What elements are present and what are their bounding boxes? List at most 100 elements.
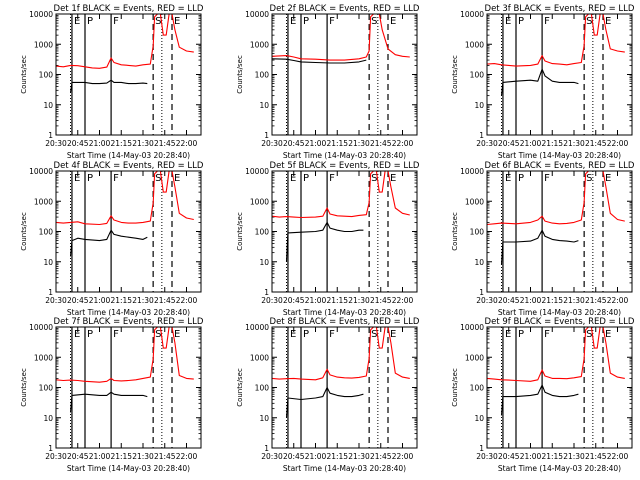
marker-label: S xyxy=(155,173,161,184)
chart-title: Det 5f BLACK = Events, RED = LLD xyxy=(270,161,420,171)
y-tick-label: 100 xyxy=(470,71,485,80)
x-tick-label: 22:00 xyxy=(607,139,629,148)
y-tick-label: 100 xyxy=(255,384,270,393)
y-tick-label: 100 xyxy=(255,228,270,237)
y-tick-label: 100 xyxy=(39,228,54,237)
x-tick-label: 21:30 xyxy=(132,452,154,461)
x-tick-label: 21:45 xyxy=(370,296,392,305)
x-tick-label: 21:00 xyxy=(89,452,111,461)
x-tick-label: 21:30 xyxy=(348,296,370,305)
x-tick-label: 21:15 xyxy=(541,296,563,305)
marker-label: E xyxy=(174,173,180,184)
x-tick-label: 20:30 xyxy=(476,296,498,305)
y-tick-label: 10000 xyxy=(460,167,484,176)
chart-panel-8: Det 8f BLACK = Events, RED = LLD Counts/s… xyxy=(236,317,420,473)
x-axis-label: Start Time (14-May-03 20:28:40) xyxy=(67,464,190,473)
y-tick-label: 10 xyxy=(474,258,484,267)
y-axis-label: Counts/sec xyxy=(451,55,459,94)
x-tick-label: 20:45 xyxy=(498,139,520,148)
x-tick-label: 21:15 xyxy=(110,139,132,148)
marker-label: F xyxy=(113,16,119,27)
x-tick-label: 22:00 xyxy=(176,296,198,305)
plot-frame xyxy=(271,170,418,293)
x-tick-label: 21:00 xyxy=(89,139,111,148)
marker-label: P xyxy=(518,16,524,27)
events-series-line xyxy=(271,58,367,64)
marker-label: P xyxy=(87,329,93,340)
x-tick-label: 21:45 xyxy=(370,452,392,461)
x-tick-label: 20:45 xyxy=(283,452,305,461)
events-series-line xyxy=(500,229,579,265)
x-tick-label: 21:45 xyxy=(154,139,176,148)
x-tick-label: 21:00 xyxy=(520,296,542,305)
chart-title: Det 4f BLACK = Events, RED = LLD xyxy=(54,161,204,171)
x-tick-label: 20:30 xyxy=(476,452,498,461)
x-tick-label: 21:15 xyxy=(110,296,132,305)
marker-label: S xyxy=(155,329,161,340)
x-tick-label: 21:45 xyxy=(585,296,607,305)
y-tick-label: 1000 xyxy=(465,197,484,206)
y-tick-label: 1 xyxy=(479,288,484,297)
marker-label: P xyxy=(303,16,309,27)
marker-label: S xyxy=(586,173,592,184)
chart-title: Det 7f BLACK = Events, RED = LLD xyxy=(54,317,204,327)
marker-label: E xyxy=(505,173,511,184)
y-tick-label: 10000 xyxy=(29,167,53,176)
chart-panel-9: Det 9f BLACK = Events, RED = LLD Counts/s… xyxy=(451,317,635,473)
chart-panel-6: Det 6f BLACK = Events, RED = LLD Counts/s… xyxy=(451,161,635,317)
y-tick-label: 10000 xyxy=(460,10,484,19)
x-axis-label: Start Time (14-May-03 20:28:40) xyxy=(283,464,406,473)
marker-label: F xyxy=(544,329,550,340)
y-axis-label: Counts/sec xyxy=(236,368,244,407)
y-tick-label: 100 xyxy=(470,228,485,237)
x-tick-label: 21:15 xyxy=(326,452,348,461)
marker-label: E xyxy=(290,329,296,340)
x-tick-label: 20:45 xyxy=(498,452,520,461)
events-series-line xyxy=(285,221,364,262)
y-tick-label: 10000 xyxy=(245,323,269,332)
marker-label: S xyxy=(371,16,377,27)
y-axis-label: Counts/sec xyxy=(20,368,28,407)
y-tick-label: 10 xyxy=(259,414,269,423)
x-tick-label: 22:00 xyxy=(392,296,414,305)
marker-label: E xyxy=(174,16,180,27)
marker-label: S xyxy=(155,16,161,27)
chart-title: Det 8f BLACK = Events, RED = LLD xyxy=(270,317,420,327)
x-tick-label: 22:00 xyxy=(392,452,414,461)
x-tick-label: 20:45 xyxy=(283,296,305,305)
marker-label: E xyxy=(74,16,80,27)
y-tick-label: 1 xyxy=(264,444,269,453)
marker-label: F xyxy=(113,329,119,340)
y-tick-label: 10 xyxy=(259,258,269,267)
plot-frame xyxy=(486,170,633,293)
marker-label: E xyxy=(605,16,611,27)
x-tick-label: 21:30 xyxy=(348,139,370,148)
y-tick-label: 100 xyxy=(255,71,270,80)
y-tick-label: 1000 xyxy=(34,40,53,49)
marker-label: S xyxy=(371,173,377,184)
marker-label: P xyxy=(518,329,524,340)
marker-label: E xyxy=(505,329,511,340)
x-tick-label: 21:30 xyxy=(132,139,154,148)
marker-label: E xyxy=(174,329,180,340)
x-tick-label: 20:30 xyxy=(45,139,67,148)
y-tick-label: 1 xyxy=(479,444,484,453)
x-tick-label: 21:30 xyxy=(132,296,154,305)
x-tick-label: 21:15 xyxy=(541,139,563,148)
x-tick-label: 21:45 xyxy=(585,452,607,461)
marker-label: E xyxy=(605,329,611,340)
y-tick-label: 10 xyxy=(259,101,269,110)
y-tick-label: 10000 xyxy=(245,10,269,19)
x-axis-label: Start Time (14-May-03 20:28:40) xyxy=(498,464,621,473)
marker-label: F xyxy=(544,173,550,184)
x-tick-label: 20:30 xyxy=(45,452,67,461)
x-tick-label: 20:30 xyxy=(476,139,498,148)
y-tick-label: 100 xyxy=(470,384,485,393)
y-tick-label: 1000 xyxy=(250,197,269,206)
marker-label: F xyxy=(113,173,119,184)
marker-label: F xyxy=(329,16,335,27)
chart-panel-1: Det 1f BLACK = Events, RED = LLD Counts/s… xyxy=(20,4,204,160)
y-tick-label: 1 xyxy=(48,131,53,140)
marker-label: P xyxy=(518,173,524,184)
marker-label: E xyxy=(390,16,396,27)
